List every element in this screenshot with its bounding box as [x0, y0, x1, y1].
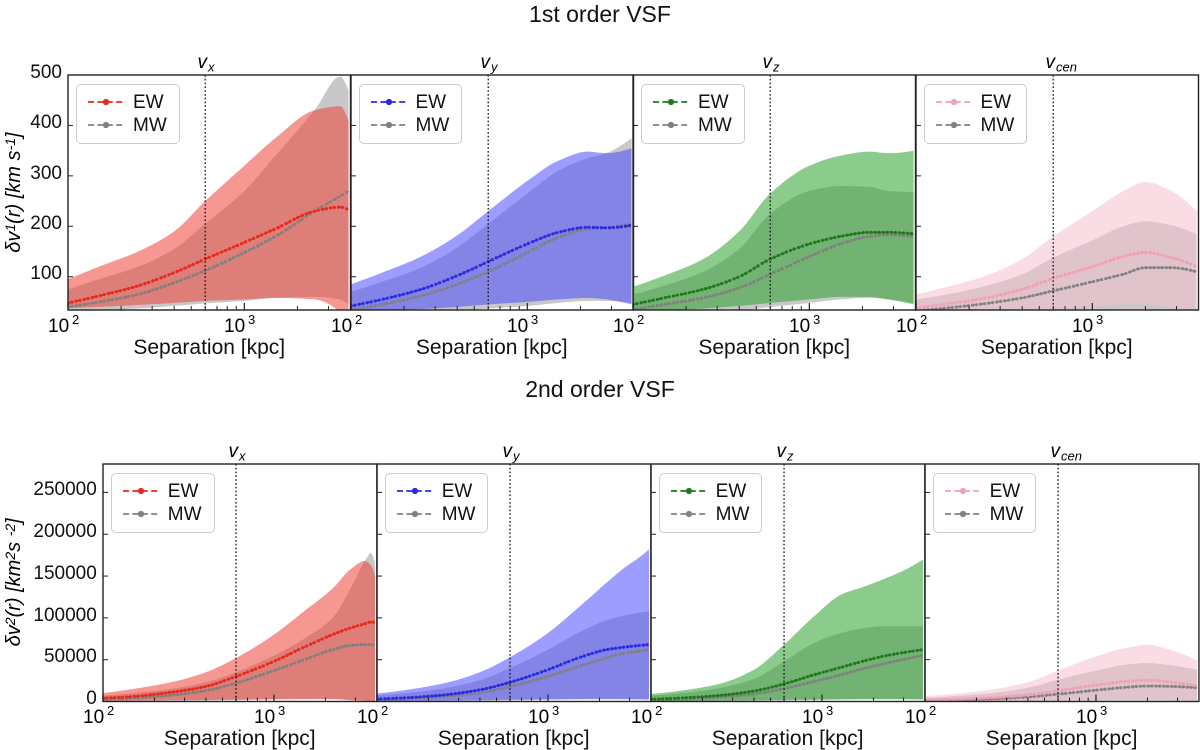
svg-text:2: 2 — [655, 703, 662, 718]
svg-text:10: 10 — [48, 316, 69, 337]
svg-text:2: 2 — [929, 703, 936, 718]
svg-text:x: x — [207, 59, 215, 74]
svg-text:x: x — [238, 448, 246, 463]
svg-text:10: 10 — [528, 707, 549, 728]
svg-text:10: 10 — [802, 707, 823, 728]
svg-text:10: 10 — [1072, 316, 1093, 337]
svg-text:10: 10 — [1076, 707, 1097, 728]
svg-text:2: 2 — [920, 312, 927, 327]
svg-text:2: 2 — [72, 312, 79, 327]
svg-text:3: 3 — [531, 312, 538, 327]
svg-text:10: 10 — [631, 707, 652, 728]
svg-text:10: 10 — [613, 316, 634, 337]
svg-text:3: 3 — [552, 703, 559, 718]
svg-text:10: 10 — [896, 316, 917, 337]
svg-text:3: 3 — [813, 312, 820, 327]
svg-text:v: v — [1045, 52, 1056, 73]
svg-text:3: 3 — [278, 703, 285, 718]
svg-text:y: y — [512, 448, 521, 463]
svg-text:z: z — [772, 59, 780, 74]
svg-text:10: 10 — [357, 707, 378, 728]
svg-text:δv: δv — [3, 624, 25, 646]
svg-text:2: 2 — [107, 703, 114, 718]
svg-text:v: v — [480, 52, 491, 73]
svg-text:v: v — [502, 441, 513, 462]
svg-text:10: 10 — [83, 707, 104, 728]
svg-text:cen: cen — [1056, 59, 1077, 74]
svg-text:10: 10 — [789, 316, 810, 337]
svg-text:10: 10 — [331, 316, 352, 337]
svg-text:v: v — [1050, 441, 1061, 462]
svg-text:cen: cen — [1061, 448, 1082, 463]
svg-text:y: y — [490, 59, 499, 74]
svg-text:z: z — [786, 448, 794, 463]
svg-text:10: 10 — [254, 707, 275, 728]
svg-text:3: 3 — [1096, 312, 1103, 327]
svg-text:3: 3 — [248, 312, 255, 327]
svg-text:s: s — [3, 542, 25, 552]
svg-text:-2: -2 — [2, 524, 18, 537]
svg-text:10: 10 — [507, 316, 528, 337]
svg-text:2: 2 — [381, 703, 388, 718]
svg-text:-1: -1 — [2, 138, 18, 150]
svg-text:v: v — [763, 52, 774, 73]
svg-text:10: 10 — [224, 316, 245, 337]
svg-text:v: v — [776, 441, 787, 462]
svg-text:v: v — [228, 441, 239, 462]
svg-text:v: v — [198, 52, 209, 73]
svg-text:3: 3 — [1100, 703, 1107, 718]
svg-text:2: 2 — [2, 552, 18, 561]
svg-text:2: 2 — [355, 312, 362, 327]
svg-text:2: 2 — [2, 617, 18, 626]
svg-text:1: 1 — [2, 223, 18, 231]
svg-text:10: 10 — [905, 707, 926, 728]
svg-text:3: 3 — [826, 703, 833, 718]
svg-text:2: 2 — [637, 312, 644, 327]
